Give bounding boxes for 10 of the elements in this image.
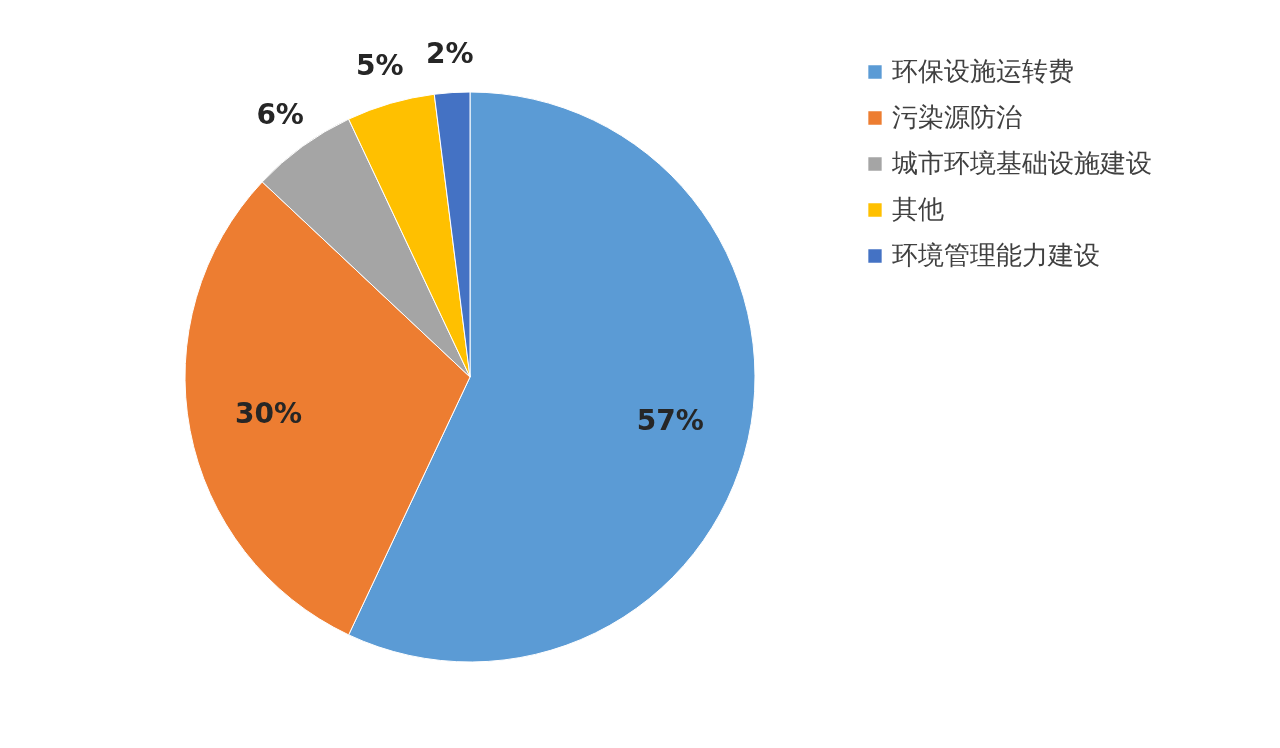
data-label: 5% — [356, 48, 404, 82]
legend-label: 其他 — [892, 194, 944, 224]
legend-label: 环境管理能力建设 — [892, 240, 1100, 270]
legend-label: 污染源防治 — [892, 102, 1022, 132]
legend-label: 城市环境基础设施建设 — [891, 148, 1152, 178]
data-label: 6% — [256, 97, 304, 131]
data-label: 2% — [425, 36, 474, 70]
data-label: 57% — [636, 403, 704, 437]
data-label: 30% — [234, 397, 302, 431]
legend-label: 环保设施运转费 — [892, 56, 1074, 86]
